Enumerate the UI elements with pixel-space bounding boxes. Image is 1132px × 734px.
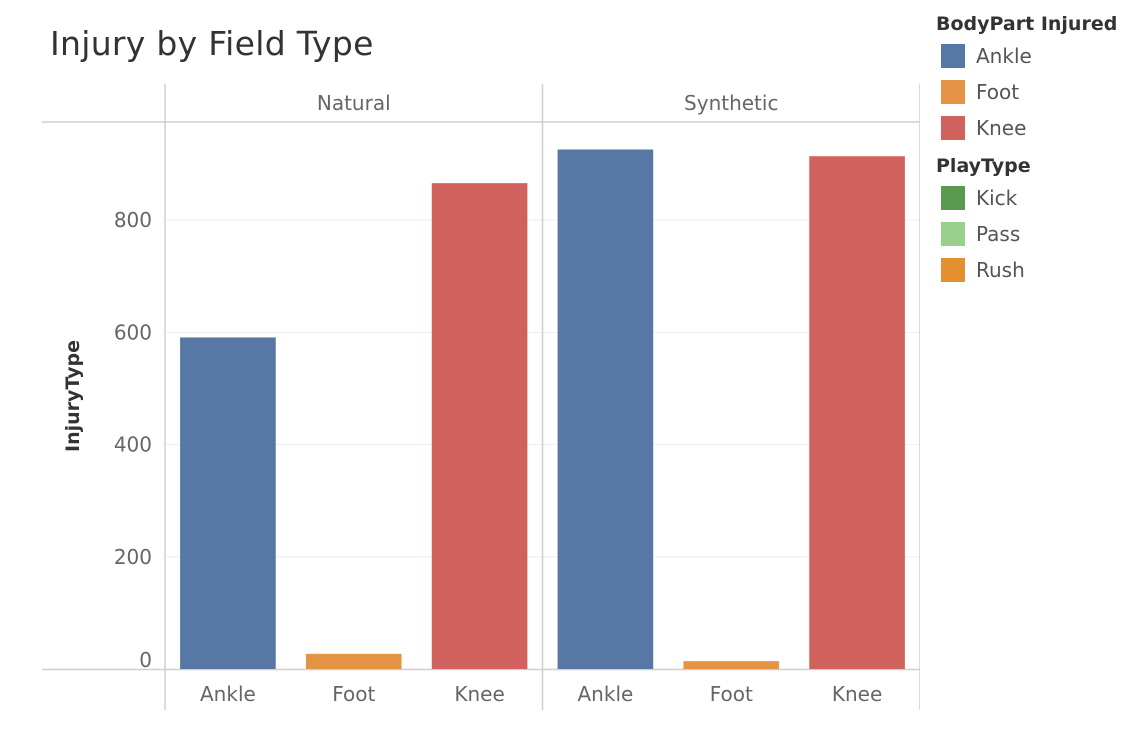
legend-item-ankle[interactable]: Ankle [936, 38, 1126, 74]
x-tick-label-synthetic-knee: Knee [832, 682, 882, 706]
legend-swatch-kick [941, 186, 965, 210]
bar-natural-ankle[interactable] [180, 337, 276, 669]
legend-item-rush[interactable]: Rush [936, 252, 1126, 288]
legend: BodyPart Injured Ankle Foot Knee PlayTyp… [936, 10, 1126, 288]
x-tick-label-natural-knee: Knee [454, 682, 504, 706]
legend-label-kick: Kick [976, 186, 1018, 210]
bar-synthetic-knee[interactable] [809, 156, 905, 670]
legend-label-foot: Foot [976, 80, 1020, 104]
legend-swatch-ankle [941, 44, 965, 68]
y-tick-label-0: 0 [139, 648, 152, 672]
chart-title: Injury by Field Type [50, 24, 374, 63]
x-tick-label-natural-ankle: Ankle [200, 682, 256, 706]
legend-label-rush: Rush [976, 258, 1025, 282]
bar-synthetic-foot[interactable] [683, 661, 780, 669]
panel-header-natural: Natural [317, 91, 391, 115]
legend-title-bodypart: BodyPart Injured [936, 13, 1118, 35]
legend-item-pass[interactable]: Pass [936, 216, 1126, 252]
legend-label-knee: Knee [976, 116, 1027, 140]
chart-area: 0 200 400 600 800 InjuryType Natural Ankle Foot K… [42, 84, 920, 710]
y-axis-title: InjuryType [62, 340, 84, 452]
y-tick-label-2: 400 [114, 433, 152, 457]
legend-swatch-pass [941, 222, 965, 246]
y-tick-label-3: 600 [114, 320, 152, 344]
legend-section-bodypart: BodyPart Injured Ankle Foot Knee [936, 10, 1126, 146]
legend-item-foot[interactable]: Foot [936, 74, 1126, 110]
legend-swatch-knee [941, 116, 965, 140]
legend-swatch-rush [941, 258, 965, 282]
legend-swatch-foot [941, 80, 965, 104]
y-tick-label-4: 800 [114, 208, 152, 232]
legend-label-pass: Pass [976, 222, 1021, 246]
bar-natural-foot[interactable] [305, 653, 402, 669]
legend-label-ankle: Ankle [976, 44, 1032, 68]
legend-item-knee[interactable]: Knee [936, 110, 1126, 146]
panel-header-synthetic: Synthetic [684, 91, 778, 115]
x-tick-label-synthetic-foot: Foot [710, 682, 753, 706]
y-tick-label-1: 200 [114, 545, 152, 569]
x-tick-label-synthetic-ankle: Ankle [578, 682, 634, 706]
legend-title-playtype: PlayType [936, 155, 1031, 177]
x-tick-label-natural-foot: Foot [332, 682, 375, 706]
legend-item-kick[interactable]: Kick [936, 180, 1126, 216]
bar-natural-knee[interactable] [431, 183, 528, 669]
bar-synthetic-ankle[interactable] [557, 149, 654, 670]
legend-section-playtype: PlayType Kick Pass Rush [936, 152, 1126, 288]
